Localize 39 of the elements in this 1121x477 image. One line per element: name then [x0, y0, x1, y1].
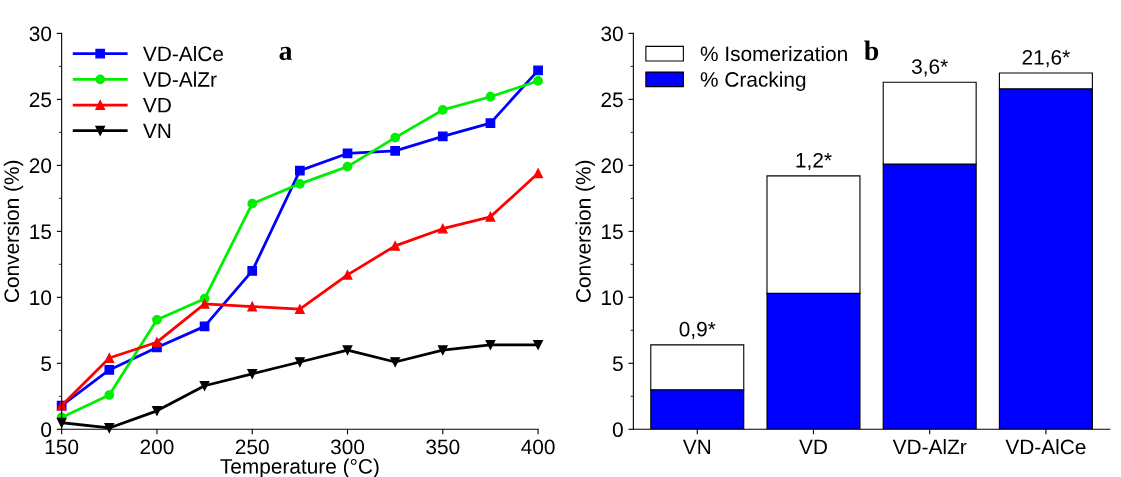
y-tick-label: 5	[41, 356, 52, 372]
legend-label: VD-AlZr	[143, 71, 217, 87]
y-axis-title: Conversion (%)	[575, 160, 595, 303]
annotation: 21,6*	[1022, 49, 1070, 68]
x-tick-label: 400	[521, 439, 555, 455]
annotation: 3,6*	[911, 59, 948, 77]
x-tick-label: 350	[426, 439, 460, 455]
x-tick-label: VD-AlZr	[892, 439, 967, 455]
annotation: a	[279, 46, 293, 61]
annotation: 0,9*	[679, 321, 716, 340]
y-tick-label: 0	[612, 422, 623, 438]
y-tick-label: 30	[29, 26, 52, 42]
x-tick-label: VN	[682, 439, 711, 455]
y-axis-title: Conversion (%)	[3, 160, 24, 303]
y-tick-label: 25	[29, 92, 52, 108]
x-tick-label: 200	[140, 439, 174, 455]
y-tick-label: 15	[30, 224, 52, 240]
y-tick-label: 25	[601, 92, 623, 108]
y-tick-label: 10	[602, 290, 623, 306]
annotation: b	[864, 40, 879, 61]
x-tick-label: VD	[799, 439, 827, 455]
legend-label: VD	[143, 98, 171, 113]
y-tick-label: 0	[41, 422, 52, 438]
y-tick-label: 20	[601, 158, 623, 174]
x-tick-label: 300	[330, 439, 365, 455]
y-tick-label: 20	[29, 158, 52, 174]
y-tick-label: 30	[601, 26, 623, 42]
x-tick-label: VD-AlCe	[1005, 439, 1086, 455]
y-tick-label: 5	[612, 356, 623, 372]
y-tick-label: 15	[602, 224, 623, 240]
legend-label: VN	[143, 123, 171, 138]
x-axis-title: Temperature (°C)	[220, 458, 379, 477]
legend-label: VD-AlCe	[143, 45, 224, 62]
x-tick-label: 150	[45, 439, 79, 455]
legend-label: % Cracking	[700, 71, 806, 91]
x-tick-label: 250	[235, 439, 269, 455]
legend-label: % Isomerization	[700, 45, 847, 62]
y-tick-label: 10	[30, 290, 52, 306]
annotation: 1,2*	[796, 152, 832, 171]
